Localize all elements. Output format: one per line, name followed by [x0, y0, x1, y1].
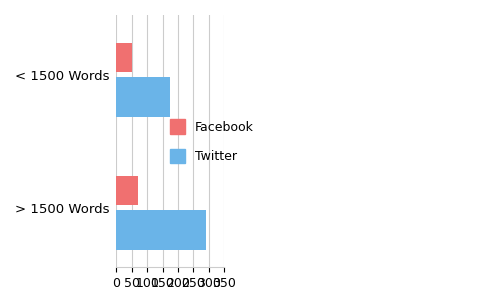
- Bar: [117, 210, 206, 250]
- Bar: [117, 176, 138, 205]
- Legend: Facebook, Twitter: Facebook, Twitter: [165, 114, 259, 168]
- Bar: [117, 43, 132, 72]
- Bar: [117, 77, 170, 117]
